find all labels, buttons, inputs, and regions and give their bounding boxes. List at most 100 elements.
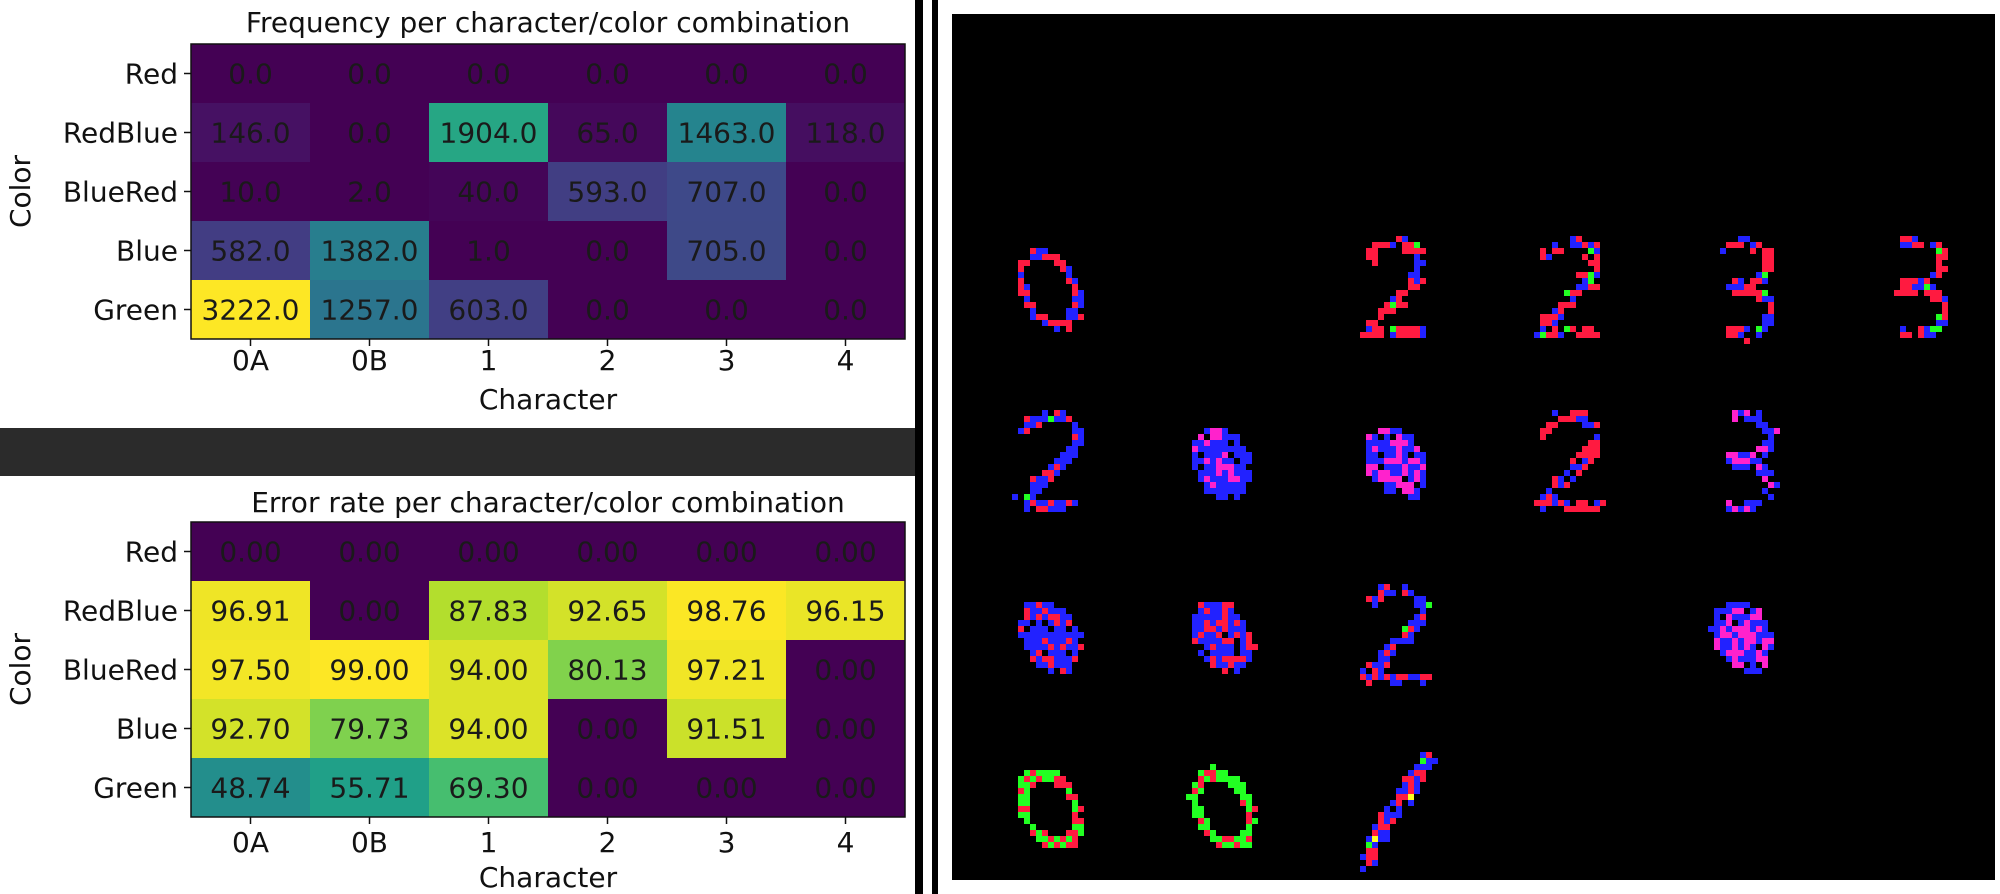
- sample-pixel: [1738, 290, 1744, 296]
- sample-pixel: [1240, 482, 1246, 488]
- sample-digit: [1018, 770, 1084, 848]
- sample-pixel: [1570, 326, 1576, 332]
- sample-pixel: [1738, 608, 1744, 614]
- heatmap-cell: [548, 162, 668, 222]
- sample-pixel: [1726, 242, 1732, 248]
- sample-pixel: [1048, 638, 1054, 644]
- sample-pixel: [1732, 602, 1738, 608]
- sample-pixel: [1240, 782, 1246, 788]
- cell-value-label: 1382.0: [321, 235, 419, 268]
- heatmap-cell: [548, 640, 668, 700]
- sample-pixel: [1222, 434, 1228, 440]
- sample-pixel: [1066, 416, 1072, 422]
- sample-pixel: [1198, 824, 1204, 830]
- sample-pixel: [1930, 326, 1936, 332]
- sample-pixel: [1726, 644, 1732, 650]
- sample-pixel: [1240, 794, 1246, 800]
- sample-pixel: [1210, 764, 1216, 770]
- sample-pixel: [1066, 452, 1072, 458]
- sample-pixel: [1714, 614, 1720, 620]
- cell-value-label: 146.0: [210, 117, 290, 150]
- sample-pixel: [1228, 632, 1234, 638]
- sample-pixel: [1414, 254, 1420, 260]
- sample-pixel: [1024, 500, 1030, 506]
- heatmap-cell: [310, 162, 430, 222]
- sample-pixel: [1042, 506, 1048, 512]
- cell-value-label: 87.83: [448, 595, 528, 628]
- sample-pixel: [1552, 314, 1558, 320]
- sample-pixel: [1552, 308, 1558, 314]
- sample-pixel: [1756, 638, 1762, 644]
- heatmap-cell: [786, 581, 906, 641]
- sample-pixel: [1924, 278, 1930, 284]
- cell-value-label: 40.0: [457, 176, 519, 209]
- sample-pixel: [1078, 290, 1084, 296]
- sample-pixel: [1732, 626, 1738, 632]
- sample-pixel: [1198, 812, 1204, 818]
- sample-pixel: [1408, 272, 1414, 278]
- sample-pixel: [1732, 464, 1738, 470]
- sample-pixel: [1750, 626, 1756, 632]
- sample-pixel: [1072, 830, 1078, 836]
- sample-pixel: [1588, 260, 1594, 266]
- sample-pixel: [1234, 662, 1240, 668]
- sample-pixel: [1198, 788, 1204, 794]
- sample-pixel: [1192, 440, 1198, 446]
- sample-pixel: [1222, 842, 1228, 848]
- sample-pixel: [1210, 614, 1216, 620]
- sample-pixel: [1378, 326, 1384, 332]
- sample-pixel: [1402, 434, 1408, 440]
- sample-pixel: [1030, 824, 1036, 830]
- sample-pixel: [1078, 632, 1084, 638]
- sample-pixel: [1066, 794, 1072, 800]
- cell-value-label: 0.0: [347, 58, 392, 91]
- sample-pixel: [1246, 818, 1252, 824]
- sample-pixel: [1396, 290, 1402, 296]
- sample-pixel: [1066, 308, 1072, 314]
- sample-pixel: [1060, 452, 1066, 458]
- sample-pixel: [1414, 782, 1420, 788]
- sample-pixel: [1018, 272, 1024, 278]
- sample-pixel: [1378, 428, 1384, 434]
- sample-pixel: [1762, 278, 1768, 284]
- sample-pixel: [1240, 644, 1246, 650]
- sample-pixel: [1570, 236, 1576, 242]
- sample-pixel: [1018, 428, 1024, 434]
- sample-pixel: [1408, 434, 1414, 440]
- sample-pixel: [1402, 776, 1408, 782]
- sample-pixel: [1360, 674, 1366, 680]
- sample-pixel: [1570, 296, 1576, 302]
- sample-pixel: [1744, 602, 1750, 608]
- sample-pixel: [1372, 326, 1378, 332]
- sample-pixel: [1048, 254, 1054, 260]
- sample-pixel: [1390, 446, 1396, 452]
- sample-pixel: [1558, 500, 1564, 506]
- sample-pixel: [1732, 506, 1738, 512]
- y-tick-label: Green: [93, 772, 178, 805]
- sample-pixel: [1384, 818, 1390, 824]
- sample-pixel: [1036, 776, 1042, 782]
- sample-pixel: [1078, 302, 1084, 308]
- sample-pixel: [1216, 644, 1222, 650]
- cell-value-label: 97.21: [686, 654, 766, 687]
- sample-pixel: [1726, 638, 1732, 644]
- sample-pixel: [1048, 476, 1054, 482]
- heatmap-cell: [191, 581, 311, 641]
- sample-pixel: [1414, 770, 1420, 776]
- sample-pixel: [1912, 236, 1918, 242]
- cell-value-label: 0.0: [704, 58, 749, 91]
- sample-pixel: [1024, 608, 1030, 614]
- sample-pixel: [1066, 836, 1072, 842]
- sample-pixel: [1054, 770, 1060, 776]
- sample-pixel: [1396, 800, 1402, 806]
- sample-pixel: [1408, 470, 1414, 476]
- sample-pixel: [1402, 302, 1408, 308]
- sample-pixel: [1072, 308, 1078, 314]
- sample-pixel: [1036, 602, 1042, 608]
- sample-pixel: [1744, 620, 1750, 626]
- sample-pixel: [1228, 650, 1234, 656]
- cell-value-label: 0.00: [814, 654, 876, 687]
- sample-pixel: [1738, 650, 1744, 656]
- sample-pixel: [1228, 620, 1234, 626]
- sample-pixel: [1234, 452, 1240, 458]
